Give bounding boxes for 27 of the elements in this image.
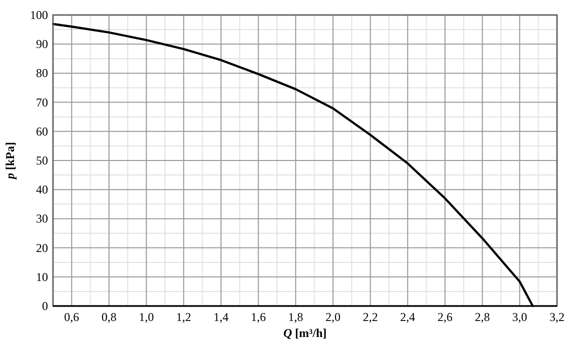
x-tick-label: 2,2 bbox=[362, 310, 378, 324]
x-tick-label: 2,0 bbox=[326, 310, 340, 324]
y-tick-label: 0 bbox=[42, 299, 48, 313]
x-tick-label: 3,2 bbox=[550, 310, 564, 324]
y-tick-label: 40 bbox=[36, 182, 48, 197]
x-tick-label: 1,6 bbox=[250, 310, 266, 324]
y-tick-label: 70 bbox=[36, 95, 48, 110]
y-axis-title: p [kPa] bbox=[3, 142, 17, 180]
y-tick-label: 30 bbox=[36, 212, 48, 226]
y-tick-label: 10 bbox=[36, 270, 48, 284]
x-axis-title: Q [m³/h] bbox=[283, 326, 327, 340]
x-tick-label: 3,0 bbox=[512, 310, 528, 324]
y-tick-label: 50 bbox=[36, 154, 48, 168]
x-tick-label: 1,8 bbox=[288, 310, 304, 324]
x-tick-label: 1,2 bbox=[176, 310, 192, 324]
y-tick-label: 80 bbox=[36, 66, 48, 80]
y-tick-label: 60 bbox=[36, 124, 48, 138]
x-tick-label: 0,8 bbox=[102, 310, 116, 324]
x-tick-label: 1,0 bbox=[138, 310, 154, 324]
x-tick-label: 2,6 bbox=[438, 310, 452, 324]
y-tick-label: 100 bbox=[30, 8, 48, 22]
x-tick-label: 1,4 bbox=[214, 310, 228, 324]
y-tick-label: 90 bbox=[36, 37, 48, 52]
x-tick-label: 0,6 bbox=[64, 310, 80, 324]
y-tick-label: 20 bbox=[36, 240, 48, 255]
x-tick-label: 2,4 bbox=[400, 310, 416, 324]
x-tick-label: 2,8 bbox=[474, 310, 490, 324]
